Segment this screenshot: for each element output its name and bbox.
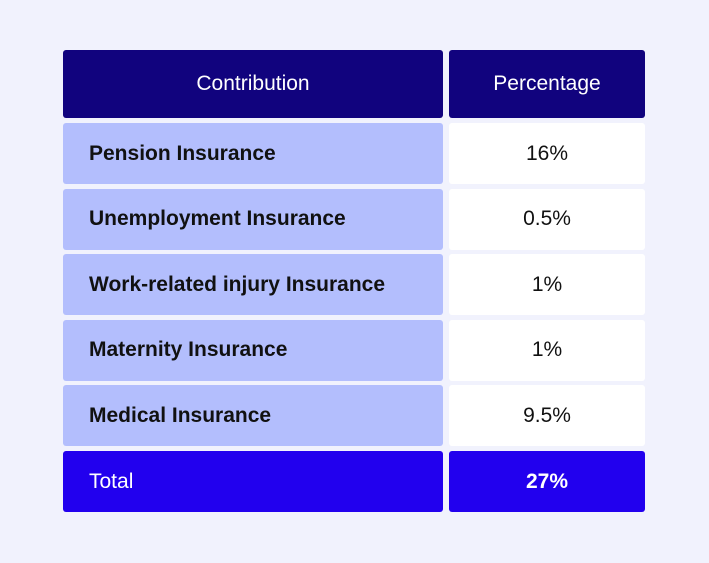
header-cell: Percentage xyxy=(449,50,645,118)
row-value: 1% xyxy=(449,254,645,316)
row-value: 9.5% xyxy=(449,385,645,447)
total-value: 27% xyxy=(449,451,645,512)
row-value: 1% xyxy=(449,319,645,381)
total-label: Total xyxy=(63,451,443,512)
row-label: Maternity Insurance xyxy=(63,319,443,381)
row-label: Work-related injury Insurance xyxy=(63,254,443,316)
row-label: Medical Insurance xyxy=(63,385,443,447)
row-label: Unemployment Insurance xyxy=(63,188,443,250)
row-value: 0.5% xyxy=(449,188,645,250)
header-cell: Contribution xyxy=(63,50,443,118)
row-value: 16% xyxy=(449,123,645,184)
row-label: Pension Insurance xyxy=(63,123,443,184)
